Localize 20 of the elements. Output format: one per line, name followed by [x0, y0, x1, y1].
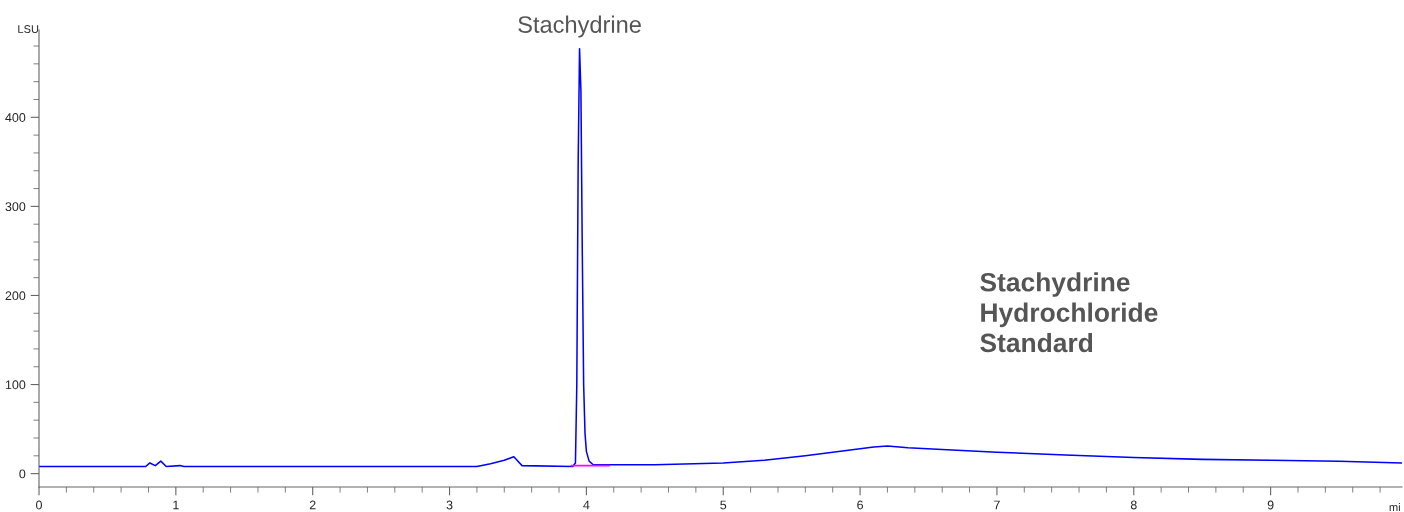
x-tick-label: 6 [857, 500, 864, 510]
y-tick-label: 0 [19, 469, 26, 479]
x-tick-label: 8 [1130, 500, 1137, 510]
y-tick-label: 300 [5, 202, 26, 212]
x-tick-label: 0 [36, 500, 42, 510]
x-tick-label: 9 [1267, 500, 1274, 510]
annotation: Stachydrine [518, 15, 641, 38]
x-tick-label: 7 [994, 500, 1000, 510]
x-tick-label: 1 [173, 500, 179, 510]
annotation: Stachydrine Hydrochloride Standard [980, 272, 1158, 353]
x-tick-label: 4 [583, 500, 590, 510]
x-tick-label: 2 [309, 500, 316, 510]
y-tick-label: 100 [5, 380, 26, 390]
y-tick-label: 200 [5, 291, 26, 301]
x-tick-label: 5 [720, 500, 727, 510]
y-tick-label: 400 [5, 113, 26, 122]
x-axis-title: mi [1389, 502, 1400, 512]
y-axis-title: LSU [18, 25, 39, 33]
x-tick-label: 3 [446, 500, 453, 510]
line-series [39, 47, 1402, 468]
